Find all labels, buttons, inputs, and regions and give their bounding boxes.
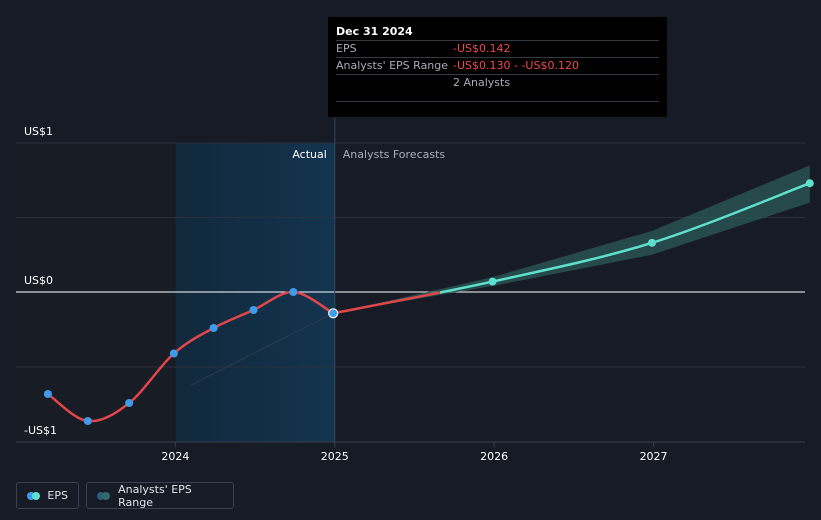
forecast-data-point bbox=[488, 277, 497, 286]
y-axis-label: -US$1 bbox=[24, 424, 57, 437]
faint-history-line bbox=[191, 312, 334, 386]
eps-data-point bbox=[209, 324, 218, 332]
x-tick-label: 2024 bbox=[161, 450, 189, 463]
tooltip-eps-value: -US$0.142 bbox=[453, 42, 511, 55]
eps-actual-line bbox=[47, 290, 334, 423]
legend-range-label: Analysts' EPS Range bbox=[118, 482, 192, 509]
eps-data-point bbox=[169, 349, 178, 358]
tooltip-analysts-label bbox=[336, 75, 453, 101]
tooltip-range-value: -US$0.130 - -US$0.120 bbox=[453, 59, 579, 72]
legend-range-button[interactable]: Analysts' EPS Range bbox=[86, 482, 234, 509]
tooltip-date: Dec 31 2024 bbox=[336, 25, 413, 38]
legend-eps-label: EPS bbox=[47, 489, 68, 502]
tooltip-row-range: Analysts' EPS Range -US$0.130 - -US$0.12… bbox=[336, 57, 659, 74]
forecast-line-positive bbox=[439, 182, 811, 294]
tooltip-range-label: Analysts' EPS Range bbox=[336, 59, 449, 72]
tooltip-row-eps: EPS -US$0.142 bbox=[336, 40, 659, 57]
forecast-data-point bbox=[805, 179, 814, 188]
actual-section-label: Actual bbox=[292, 148, 326, 161]
eps-data-point bbox=[289, 288, 298, 296]
tooltip: Dec 31 2024 EPS -US$0.142 Analysts' EPS … bbox=[328, 17, 667, 117]
eps-data-point bbox=[43, 390, 52, 398]
y-axis-label: US$0 bbox=[24, 274, 53, 287]
forecast-line-negative bbox=[332, 291, 440, 315]
legend-eps-button[interactable]: EPS bbox=[16, 482, 79, 509]
x-tick-label: 2026 bbox=[480, 450, 508, 463]
eps-data-point bbox=[328, 308, 339, 319]
tooltip-eps-label: EPS bbox=[336, 42, 357, 55]
tooltip-analysts-value: 2 Analysts bbox=[453, 76, 511, 89]
eps-data-point bbox=[249, 306, 258, 314]
eps-swatch-icon bbox=[27, 491, 40, 500]
analyst-range-band bbox=[333, 165, 810, 314]
tooltip-row-analysts: 2 Analysts bbox=[336, 74, 659, 102]
eps-data-point bbox=[83, 417, 92, 425]
forecast-section-label: Analysts Forecasts bbox=[343, 148, 446, 161]
y-axis-label: US$1 bbox=[24, 125, 53, 138]
x-tick-label: 2027 bbox=[640, 450, 668, 463]
forecast-data-point bbox=[647, 238, 656, 247]
eps-data-point bbox=[125, 399, 134, 407]
x-tick-label: 2025 bbox=[321, 450, 349, 463]
range-swatch-icon bbox=[97, 491, 110, 500]
